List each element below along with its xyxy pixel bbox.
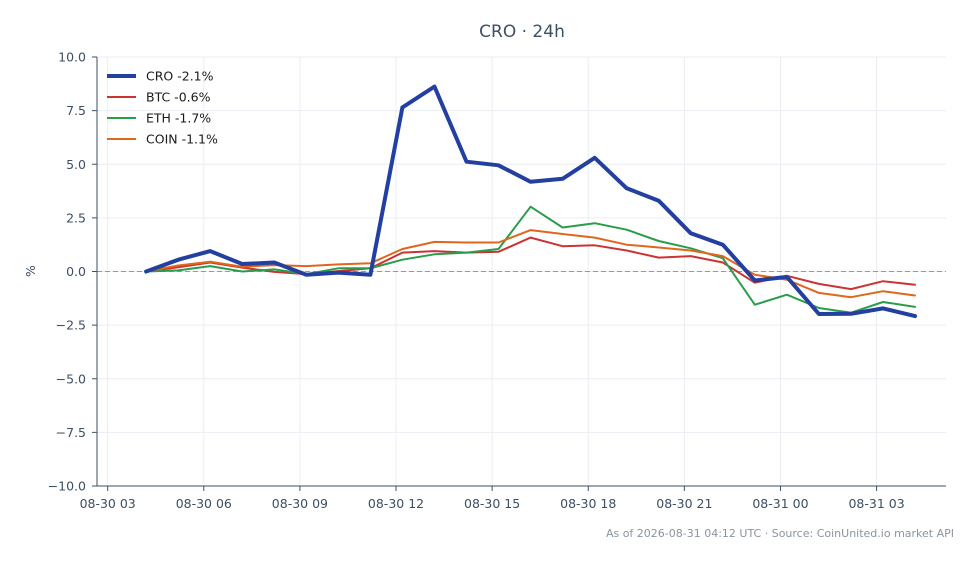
x-tick-label: 08-30 18 — [560, 496, 616, 511]
x-tick-label: 08-30 12 — [368, 496, 424, 511]
chart-title: CRO · 24h — [479, 22, 565, 42]
source-footnote: As of 2026-08-31 04:12 UTC · Source: Coi… — [606, 527, 954, 540]
axes: 10.0 7.5 5.0 2.5 0.0 −2.5 −5.0 −7.5 −10.0 08-30 0… — [48, 50, 946, 511]
y-tick-label: 10.0 — [58, 50, 86, 65]
y-tick-label: −5.0 — [56, 371, 86, 386]
series-lines — [144, 84, 917, 319]
series-line-cro — [144, 84, 917, 319]
y-tick-label: 5.0 — [66, 157, 86, 172]
y-tick-label: −10.0 — [48, 479, 86, 494]
grid — [97, 56, 946, 487]
series-line-eth — [145, 205, 916, 314]
legend-label-coin: COIN -1.1% — [146, 132, 218, 147]
legend-label-eth: ETH -1.7% — [146, 111, 211, 126]
x-tick-label: 08-30 21 — [656, 496, 712, 511]
y-tick-label: 7.5 — [66, 103, 86, 118]
y-tick-label: −2.5 — [56, 318, 86, 333]
x-tick-label: 08-30 03 — [80, 496, 136, 511]
legend-label-cro: CRO -2.1% — [146, 69, 214, 84]
y-tick-label: 2.5 — [66, 210, 86, 225]
legend: CRO -2.1% BTC -0.6% ETH -1.7% COIN -1.1% — [107, 69, 218, 147]
x-tick-label: 08-31 03 — [848, 496, 904, 511]
y-tick-label: 0.0 — [66, 264, 86, 279]
legend-label-btc: BTC -0.6% — [146, 90, 211, 105]
x-tick-label: 08-30 06 — [176, 496, 232, 511]
x-tick-label: 08-30 09 — [272, 496, 328, 511]
x-tick-label: 08-30 15 — [464, 496, 520, 511]
x-tick-label: 08-31 00 — [752, 496, 808, 511]
y-axis-label: % — [23, 265, 38, 277]
y-tick-label: −7.5 — [56, 425, 86, 440]
